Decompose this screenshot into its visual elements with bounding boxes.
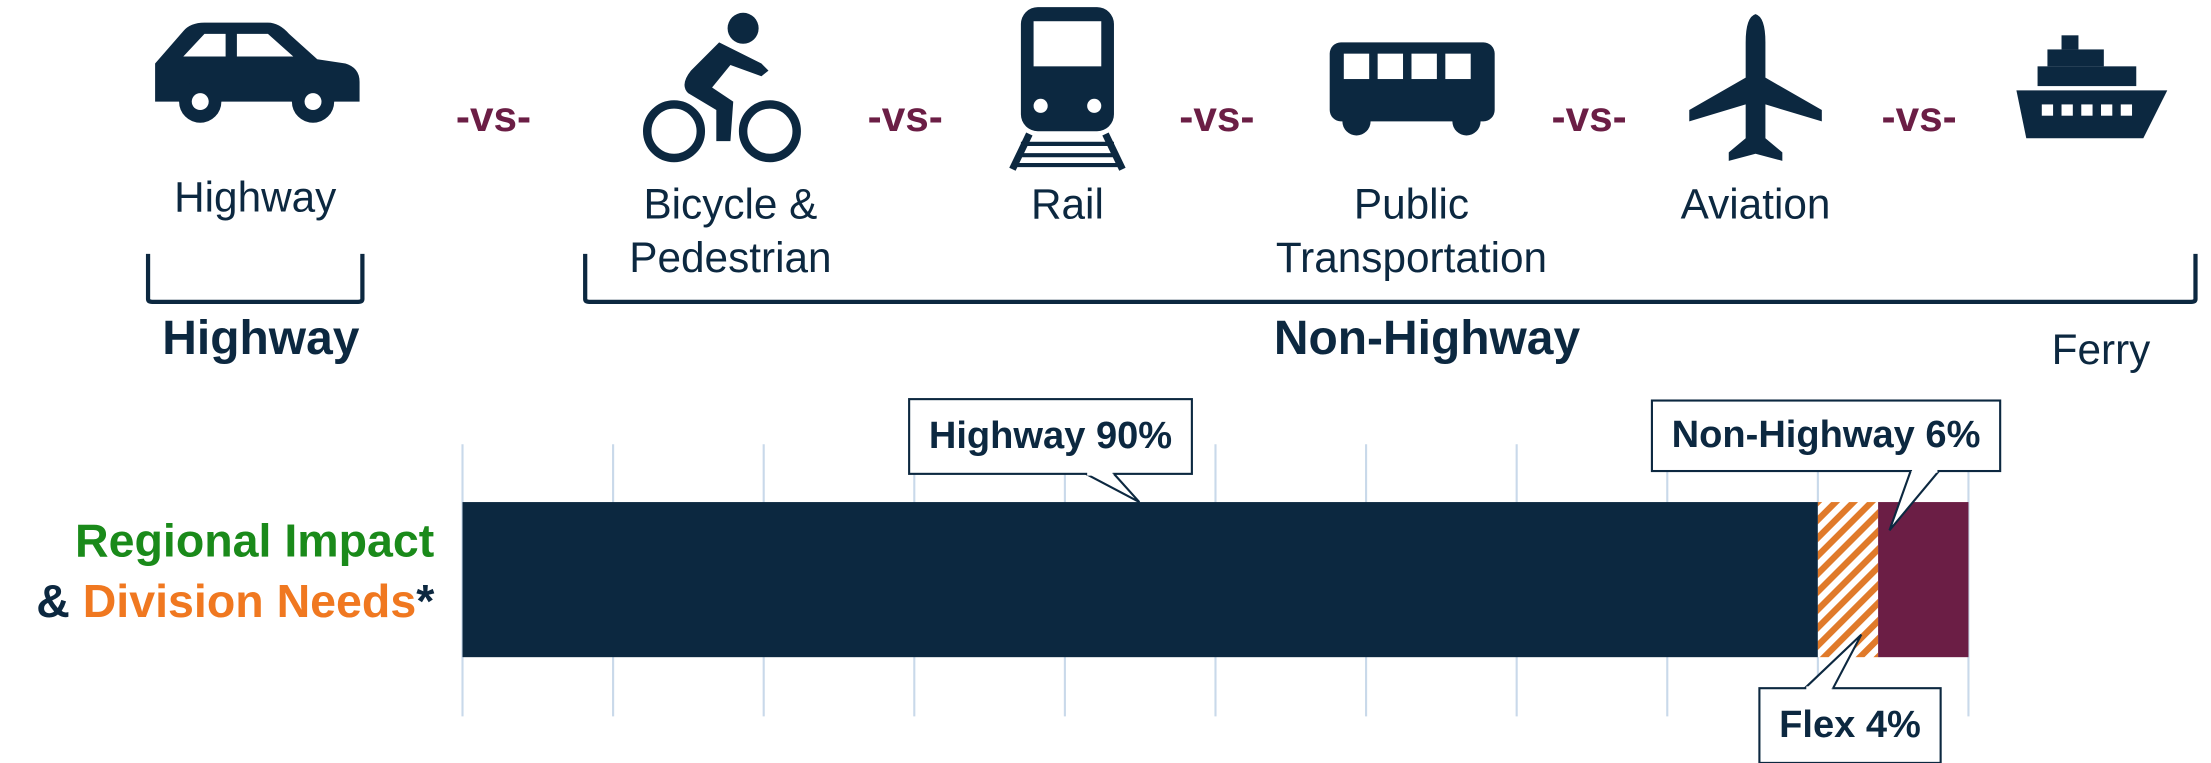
callout-pointer [1804, 633, 1863, 689]
car-icon [155, 22, 360, 123]
plane-icon [1689, 14, 1822, 161]
separator: -vs- [868, 93, 943, 140]
mode-label-line: Pedestrian [629, 234, 831, 281]
callout-box [1650, 399, 2002, 473]
category-label: Regional Impact [75, 515, 434, 567]
value-label: Non-Highway 6% [1672, 414, 1981, 456]
mode-label: Ferry [2052, 326, 2152, 373]
non-highway-bracket [583, 253, 2198, 304]
category-label: & Division Needs* [36, 575, 435, 627]
rail-icon [1009, 7, 1126, 171]
separator: -vs- [456, 93, 531, 140]
bus-icon [1329, 42, 1495, 136]
category-label-part: & [36, 575, 83, 627]
callout-pointer [1888, 470, 1940, 531]
mode-label: Highway [174, 173, 337, 220]
mode-label-line: Transportation [1276, 234, 1547, 281]
value-label: Highway 90% [929, 415, 1172, 457]
mode-label: Aviation [1681, 181, 1831, 228]
category-label-part: * [416, 575, 435, 627]
bar-segment [462, 502, 1818, 658]
category-label-part: Division Needs [83, 575, 416, 627]
callout: Non-Highway 6% [1650, 399, 2002, 531]
highway-bracket [145, 253, 365, 304]
bar-segment [1817, 502, 1879, 658]
callout: Highway 90% [908, 398, 1193, 503]
mode-label: Public Transportation [1276, 181, 1547, 282]
mode-label-line: Bicycle & [643, 181, 817, 228]
callout-box [908, 398, 1193, 475]
mode-label: Bicycle & Pedestrian [629, 181, 831, 282]
mode-label-line: Public [1354, 181, 1469, 228]
mode-label: Rail [1031, 181, 1104, 228]
separator: -vs- [1552, 93, 1627, 140]
bar-segment [1878, 502, 1969, 658]
group-label: Highway [162, 312, 359, 365]
value-label: Flex 4% [1779, 704, 1921, 746]
group-label: Non-Highway [1274, 312, 1581, 365]
bicycle-icon [642, 12, 801, 163]
callout: Flex 4% [1758, 633, 1942, 763]
callout-pointer [1085, 472, 1141, 503]
ship-icon [2016, 35, 2168, 139]
separator: -vs- [1882, 93, 1957, 140]
separator: -vs- [1179, 93, 1254, 140]
callout-box [1758, 687, 1942, 763]
